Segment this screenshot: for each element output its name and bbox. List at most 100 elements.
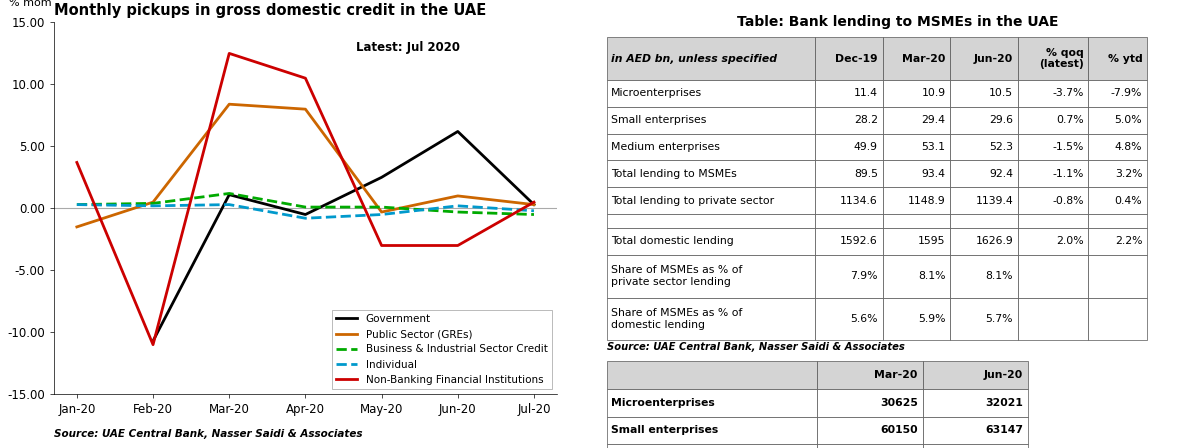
Text: 29.6: 29.6 — [989, 115, 1013, 125]
FancyBboxPatch shape — [607, 255, 815, 297]
Non-Banking Financial Institutions — [450, 243, 464, 248]
FancyBboxPatch shape — [815, 228, 883, 255]
Text: 1626.9: 1626.9 — [976, 237, 1013, 246]
FancyBboxPatch shape — [815, 214, 883, 228]
Text: 8.1%: 8.1% — [985, 271, 1013, 281]
Text: Microenterprises: Microenterprises — [611, 88, 702, 99]
Text: Total domestic lending: Total domestic lending — [611, 237, 734, 246]
Public Sector (GREs) — [299, 107, 313, 112]
Government — [527, 202, 541, 207]
Public Sector (GREs) — [222, 102, 236, 107]
Individual — [146, 203, 161, 208]
Non-Banking Financial Institutions — [146, 342, 161, 347]
FancyBboxPatch shape — [1088, 214, 1147, 228]
FancyBboxPatch shape — [607, 107, 815, 134]
FancyBboxPatch shape — [607, 389, 817, 417]
FancyBboxPatch shape — [950, 160, 1018, 187]
FancyBboxPatch shape — [815, 134, 883, 160]
Text: 11.4: 11.4 — [854, 88, 878, 99]
Text: Source: UAE Central Bank, Nasser Saidi & Associates: Source: UAE Central Bank, Nasser Saidi &… — [54, 429, 362, 439]
FancyBboxPatch shape — [1018, 80, 1088, 107]
Text: Share of MSMEs as % of
domestic lending: Share of MSMEs as % of domestic lending — [611, 308, 743, 330]
Text: 0.7%: 0.7% — [1056, 115, 1084, 125]
FancyBboxPatch shape — [923, 417, 1028, 444]
Text: -7.9%: -7.9% — [1111, 88, 1142, 99]
FancyBboxPatch shape — [1018, 107, 1088, 134]
Government — [374, 175, 389, 180]
Individual — [374, 212, 389, 217]
FancyBboxPatch shape — [1088, 187, 1147, 214]
Government — [222, 192, 236, 198]
FancyBboxPatch shape — [883, 255, 950, 297]
FancyBboxPatch shape — [950, 107, 1018, 134]
Text: 49.9: 49.9 — [854, 142, 878, 152]
Text: Mar-20: Mar-20 — [902, 54, 946, 64]
Text: 4.8%: 4.8% — [1115, 142, 1142, 152]
Government — [146, 338, 161, 344]
Non-Banking Financial Institutions — [70, 160, 84, 165]
FancyBboxPatch shape — [950, 80, 1018, 107]
FancyBboxPatch shape — [815, 107, 883, 134]
Text: -0.8%: -0.8% — [1052, 195, 1084, 206]
Text: % qoq
(latest): % qoq (latest) — [1039, 48, 1084, 69]
Government — [299, 212, 313, 217]
Text: 5.6%: 5.6% — [851, 314, 878, 324]
Text: 5.7%: 5.7% — [985, 314, 1013, 324]
Text: 2.2%: 2.2% — [1115, 237, 1142, 246]
Text: 28.2: 28.2 — [854, 115, 878, 125]
Text: 1592.6: 1592.6 — [840, 237, 878, 246]
Text: Jun-20: Jun-20 — [984, 370, 1024, 380]
Individual — [450, 203, 464, 208]
FancyBboxPatch shape — [1088, 255, 1147, 297]
FancyBboxPatch shape — [1088, 107, 1147, 134]
Text: 10.5: 10.5 — [989, 88, 1013, 99]
FancyBboxPatch shape — [607, 134, 815, 160]
FancyBboxPatch shape — [817, 417, 923, 444]
FancyBboxPatch shape — [883, 107, 950, 134]
Text: Total lending to private sector: Total lending to private sector — [611, 195, 774, 206]
FancyBboxPatch shape — [1018, 134, 1088, 160]
FancyBboxPatch shape — [817, 389, 923, 417]
Individual — [70, 202, 84, 207]
Text: Total lending to MSMEs: Total lending to MSMEs — [611, 169, 737, 179]
Business & Industrial Sector Credit — [70, 202, 84, 207]
Text: Latest: Jul 2020: Latest: Jul 2020 — [355, 41, 460, 54]
FancyBboxPatch shape — [815, 297, 883, 340]
FancyBboxPatch shape — [883, 80, 950, 107]
FancyBboxPatch shape — [815, 160, 883, 187]
Text: 7.9%: 7.9% — [851, 271, 878, 281]
FancyBboxPatch shape — [817, 361, 923, 389]
Business & Industrial Sector Credit — [374, 204, 389, 210]
Text: 29.4: 29.4 — [922, 115, 946, 125]
Text: 2.0%: 2.0% — [1056, 237, 1084, 246]
Text: Source: UAE Central Bank, Nasser Saidi & Associates: Source: UAE Central Bank, Nasser Saidi &… — [607, 342, 905, 352]
Non-Banking Financial Institutions — [222, 51, 236, 56]
FancyBboxPatch shape — [607, 361, 817, 389]
Text: Microenterprises: Microenterprises — [611, 398, 715, 408]
Text: Table: Bank lending to MSMEs in the UAE: Table: Bank lending to MSMEs in the UAE — [737, 15, 1058, 29]
FancyBboxPatch shape — [815, 37, 883, 80]
Public Sector (GREs) — [146, 199, 161, 205]
Public Sector (GREs) — [374, 209, 389, 215]
FancyBboxPatch shape — [607, 37, 815, 80]
FancyBboxPatch shape — [815, 255, 883, 297]
Non-Banking Financial Institutions — [374, 243, 389, 248]
Text: 92.4: 92.4 — [989, 169, 1013, 179]
Text: -1.5%: -1.5% — [1052, 142, 1084, 152]
FancyBboxPatch shape — [1018, 160, 1088, 187]
FancyBboxPatch shape — [1088, 37, 1147, 80]
FancyBboxPatch shape — [607, 417, 817, 444]
Text: 93.4: 93.4 — [922, 169, 946, 179]
Text: Monthly pickups in gross domestic credit in the UAE: Monthly pickups in gross domestic credit… — [54, 4, 486, 18]
Text: 52.3: 52.3 — [989, 142, 1013, 152]
FancyBboxPatch shape — [883, 187, 950, 214]
FancyBboxPatch shape — [950, 214, 1018, 228]
FancyBboxPatch shape — [923, 361, 1028, 389]
FancyBboxPatch shape — [1088, 228, 1147, 255]
Text: 10.9: 10.9 — [922, 88, 946, 99]
Text: -1.1%: -1.1% — [1052, 169, 1084, 179]
Text: 1139.4: 1139.4 — [976, 195, 1013, 206]
FancyBboxPatch shape — [950, 37, 1018, 80]
FancyBboxPatch shape — [1018, 214, 1088, 228]
Line: Government: Government — [154, 131, 534, 341]
